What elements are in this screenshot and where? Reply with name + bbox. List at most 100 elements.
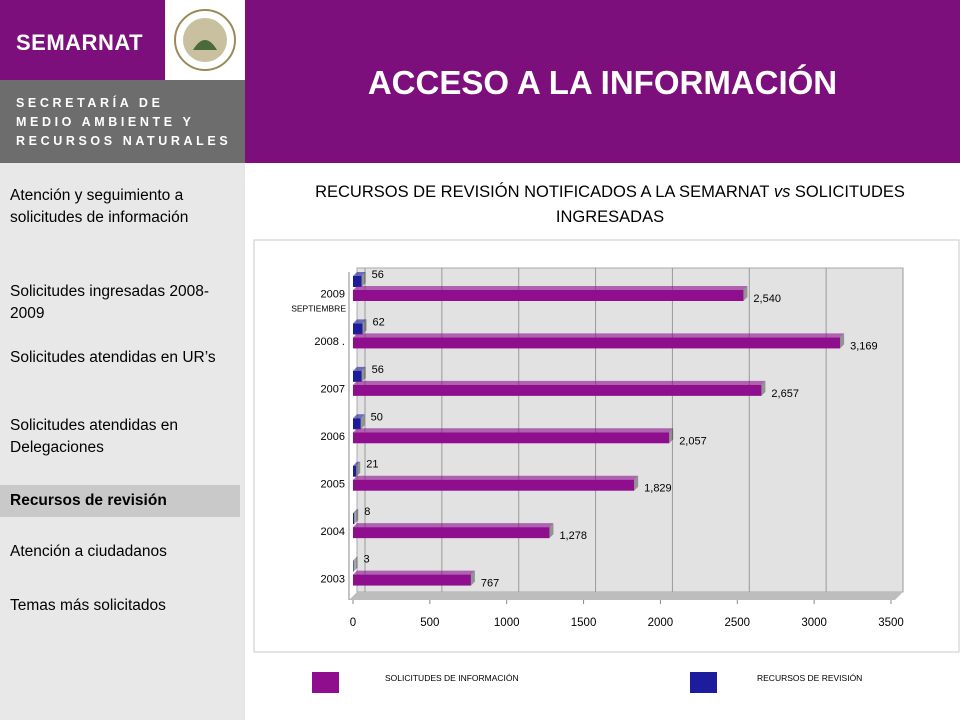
bar-top [353, 509, 359, 514]
bar-side [549, 523, 554, 539]
x-tick-label: 2000 [648, 617, 674, 629]
data-label: 767 [481, 578, 499, 590]
y-tick-label: 2007 [321, 384, 345, 396]
y-tick-label: 2003 [321, 573, 345, 585]
bar [353, 465, 357, 477]
ministry-line: MEDIO AMBIENTE Y [16, 115, 195, 129]
x-tick-label: 3000 [801, 617, 827, 629]
bar-side [840, 333, 845, 349]
ministry-line: RECURSOS NATURALES [16, 134, 232, 148]
plot-floor [349, 592, 903, 600]
nav-item[interactable]: Atención a ciudadanos [10, 543, 167, 560]
bar-side [761, 380, 766, 396]
data-label: 62 [373, 316, 385, 328]
bar-side [669, 428, 674, 444]
title-part: vs [773, 183, 791, 201]
x-tick-label: 1500 [571, 617, 597, 629]
bar-side [362, 319, 367, 335]
x-tick-label: 0 [350, 617, 356, 629]
data-label: 2,657 [771, 388, 799, 400]
bar-side [743, 286, 748, 301]
bar-side [360, 414, 365, 430]
emblem-eagle [193, 40, 217, 50]
page-title: ACCESO A LA INFORMACIÓN [367, 64, 838, 101]
bar-top [353, 556, 358, 561]
bar-top [353, 319, 367, 324]
ministry-line: SECRETARÍA DE [16, 96, 164, 110]
header-bar [245, 0, 960, 163]
data-label: 3,169 [850, 340, 878, 352]
emblem-ring [174, 9, 236, 71]
chart-title: RECURSOS DE REVISIÓN NOTIFICADOS A LA SE… [260, 180, 960, 230]
nav-item[interactable]: Recursos de revisión [0, 485, 240, 517]
bar-side [353, 556, 358, 572]
ministry-name: SECRETARÍA DE MEDIO AMBIENTE Y RECURSOS NA… [0, 80, 245, 163]
bar [353, 418, 361, 430]
x-tick-label: 500 [420, 617, 439, 629]
nav-item[interactable]: Solicitudes ingresadas 2008-2009 [10, 283, 210, 322]
bar-top [353, 461, 361, 466]
bar-top [353, 475, 639, 480]
data-label: 3 [363, 554, 369, 566]
bar-top [353, 333, 845, 338]
bar [353, 290, 744, 301]
y-tick-label: 2006 [321, 431, 345, 443]
bar-top [353, 523, 554, 528]
bar-top [353, 414, 365, 419]
bar-top [353, 428, 674, 433]
bar [353, 432, 670, 444]
bar-side [361, 272, 366, 287]
bar-side [470, 570, 475, 586]
data-label: 21 [366, 459, 378, 471]
bar-side [356, 461, 361, 477]
bar [353, 513, 355, 525]
bar-top [353, 366, 366, 371]
emblem [165, 0, 245, 80]
bar-top [353, 380, 766, 385]
bar [353, 384, 762, 396]
legend-label: SOLICITUDES DE INFORMACIÓN [385, 673, 519, 683]
bar [353, 337, 841, 349]
y-tick-label: 2008 . [314, 336, 345, 348]
data-label: 50 [371, 411, 383, 423]
data-label: 56 [372, 269, 384, 281]
bar [353, 527, 550, 539]
bar-side [354, 509, 359, 525]
legend-swatch [312, 672, 339, 693]
x-tick-label: 2500 [724, 617, 750, 629]
y-tick-label: 2009 [321, 289, 345, 301]
nav-item[interactable]: Solicitudes atendidas en Delegaciones [10, 417, 179, 456]
y-tick-label: 2004 [321, 526, 345, 538]
data-label: 2,540 [753, 293, 781, 305]
data-label: 8 [364, 506, 370, 518]
bar-top [353, 286, 748, 290]
bar [353, 276, 362, 287]
bar [353, 574, 471, 586]
data-label: 56 [372, 364, 384, 376]
nav-item[interactable]: Temas más solicitados [10, 597, 166, 614]
bar [353, 479, 635, 491]
bar [353, 370, 362, 382]
nav-item[interactable]: Atención y seguimiento a solicitudes de … [10, 187, 189, 226]
legend-label: RECURSOS DE REVISIÓN [757, 673, 862, 683]
bar-top [353, 570, 475, 575]
data-label: 2,057 [679, 435, 707, 447]
data-label: 1,278 [559, 530, 587, 542]
bar [353, 323, 363, 335]
bar-side [361, 366, 366, 382]
title-part: SOLICITUDES INGRESADAS [555, 183, 905, 226]
nav-item[interactable]: Solicitudes atendidas en UR’s [10, 349, 216, 366]
bar-top [353, 272, 366, 276]
title-part: RECURSOS DE REVISIÓN NOTIFICADOS A LA SE… [315, 183, 774, 201]
logo: SEMARNAT [0, 0, 165, 80]
sidebar: Atención y seguimiento a solicitudes de … [0, 163, 245, 720]
bar [353, 560, 354, 572]
x-tick-label: 3500 [878, 617, 904, 629]
data-label: 1,829 [644, 483, 672, 495]
bar-side [634, 475, 639, 491]
y-tick-label: 2005 [321, 478, 345, 490]
legend-swatch [690, 672, 717, 693]
category-note: SEPTIEMBRE [291, 304, 346, 314]
